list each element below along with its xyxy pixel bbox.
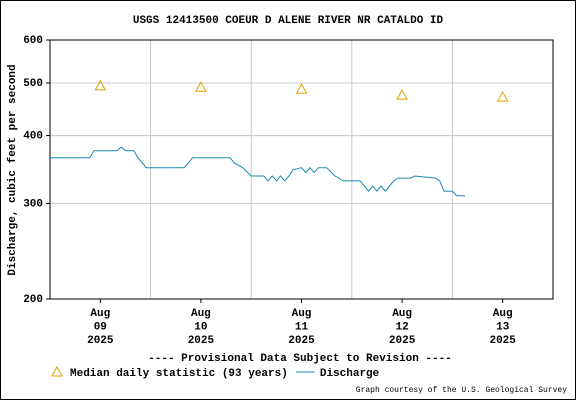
y-tick-label: 200 xyxy=(23,294,43,306)
provisional-note: ---- Provisional Data Subject to Revisio… xyxy=(148,353,452,365)
x-tick-label: 2025 xyxy=(188,335,215,347)
median-marker xyxy=(396,89,408,100)
x-tick-label: 11 xyxy=(295,321,309,333)
x-tick-label: 09 xyxy=(94,321,107,333)
x-tick-label: 13 xyxy=(496,321,510,333)
x-tick-label: Aug xyxy=(493,308,513,320)
chart-title: USGS 12413500 COEUR D ALENE RIVER NR CAT… xyxy=(133,15,444,27)
x-tick-label: 2025 xyxy=(288,335,315,347)
x-tick-label: Aug xyxy=(392,308,412,320)
y-tick-label: 400 xyxy=(23,130,43,142)
legend-marker xyxy=(51,365,63,377)
legend-label: Discharge xyxy=(320,368,380,380)
x-tick-label: Aug xyxy=(90,308,110,320)
median-marker xyxy=(295,83,308,94)
y-tick-label: 500 xyxy=(23,78,43,90)
x-tick-label: 10 xyxy=(194,321,207,333)
credit: Graph courtesy of the U.S. Geological Su… xyxy=(356,386,567,395)
y-axis-label: Discharge, cubic feet per second xyxy=(7,64,19,275)
discharge-line xyxy=(50,146,465,197)
x-tick-label: 2025 xyxy=(87,335,114,347)
x-tick-label: 12 xyxy=(395,321,408,333)
x-tick-label: 2025 xyxy=(389,335,416,347)
y-tick-label: 300 xyxy=(23,198,43,210)
legend-label: Median daily statistic (93 years) xyxy=(70,368,288,380)
x-tick-label: Aug xyxy=(191,308,211,320)
median-marker xyxy=(94,79,107,91)
x-tick-label: 2025 xyxy=(489,335,516,347)
x-tick-label: Aug xyxy=(292,308,312,320)
y-tick-label: 600 xyxy=(23,35,43,47)
median-marker xyxy=(195,81,207,92)
median-marker xyxy=(496,91,509,102)
